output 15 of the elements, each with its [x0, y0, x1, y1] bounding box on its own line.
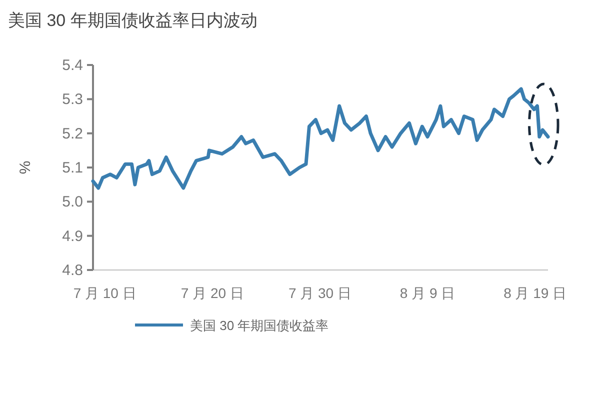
x-tick-label: 8 月 19 日 — [504, 285, 567, 301]
y-tick-label: 5.4 — [62, 57, 83, 74]
chart-title: 美国 30 年期国债收益率日内波动 — [8, 11, 258, 30]
y-tick-label: 5.0 — [62, 194, 83, 211]
y-tick-label: 5.2 — [62, 125, 83, 142]
y-tick-label: 4.8 — [62, 262, 83, 279]
x-tick-label: 7 月 10 日 — [73, 285, 136, 301]
x-tick-label: 7 月 30 日 — [288, 285, 352, 301]
x-tick-label: 8 月 9 日 — [400, 285, 456, 301]
y-tick-label: 5.3 — [62, 91, 83, 108]
y-tick-label: 4.9 — [62, 228, 83, 245]
y-tick-label: 5.1 — [62, 160, 83, 176]
legend-label: 美国 30 年期国债收益率 — [190, 318, 329, 333]
x-tick-label: 7 月 20 日 — [180, 285, 244, 301]
y-axis-title: % — [17, 160, 34, 174]
